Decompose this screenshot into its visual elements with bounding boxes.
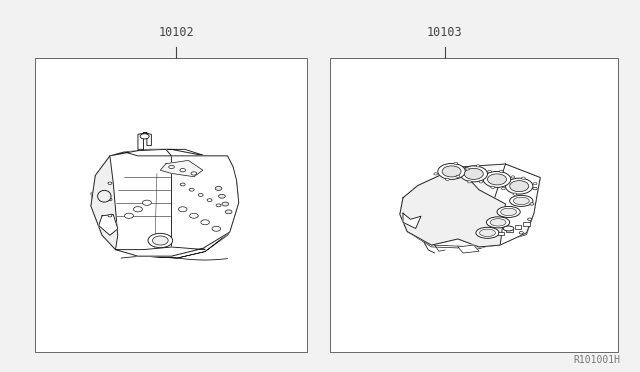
Circle shape [488, 174, 506, 185]
Circle shape [491, 186, 495, 189]
Circle shape [513, 193, 517, 195]
FancyBboxPatch shape [506, 228, 513, 232]
Polygon shape [138, 149, 233, 167]
Circle shape [476, 165, 480, 167]
Circle shape [533, 183, 537, 185]
Circle shape [519, 231, 524, 234]
Circle shape [511, 176, 515, 178]
Polygon shape [418, 164, 540, 204]
Circle shape [456, 175, 460, 177]
Circle shape [216, 204, 221, 207]
Circle shape [207, 199, 212, 202]
Ellipse shape [476, 227, 499, 238]
Ellipse shape [503, 226, 514, 231]
Circle shape [460, 166, 488, 182]
Bar [330, 58, 618, 352]
Text: 10102: 10102 [158, 26, 194, 39]
Ellipse shape [98, 190, 111, 202]
Circle shape [499, 170, 503, 173]
Bar [35, 58, 307, 352]
Circle shape [522, 177, 525, 179]
Ellipse shape [490, 219, 506, 226]
Circle shape [152, 236, 168, 245]
Text: R101001H: R101001H [574, 355, 621, 365]
Circle shape [438, 163, 465, 179]
Circle shape [527, 218, 532, 221]
FancyBboxPatch shape [498, 231, 504, 235]
Circle shape [445, 178, 449, 180]
Ellipse shape [479, 229, 495, 237]
Circle shape [468, 181, 472, 183]
Polygon shape [400, 167, 506, 247]
Circle shape [479, 181, 483, 183]
Circle shape [108, 182, 112, 185]
Circle shape [501, 187, 505, 190]
Polygon shape [400, 164, 540, 247]
Circle shape [464, 169, 483, 179]
Polygon shape [403, 213, 421, 228]
Circle shape [180, 169, 186, 172]
Text: 10103: 10103 [427, 26, 463, 39]
Circle shape [189, 213, 198, 218]
Circle shape [212, 226, 221, 231]
Circle shape [108, 215, 112, 217]
Ellipse shape [500, 208, 516, 216]
Polygon shape [407, 213, 534, 249]
Polygon shape [138, 132, 152, 149]
Circle shape [225, 210, 232, 214]
Ellipse shape [513, 197, 529, 205]
Circle shape [530, 203, 534, 205]
Polygon shape [172, 156, 239, 256]
Circle shape [189, 188, 194, 191]
Circle shape [488, 170, 492, 173]
Polygon shape [118, 232, 230, 258]
Polygon shape [91, 149, 239, 256]
Polygon shape [160, 160, 203, 177]
Circle shape [222, 202, 228, 206]
Polygon shape [110, 149, 172, 156]
Circle shape [143, 200, 151, 205]
Polygon shape [458, 245, 479, 253]
Ellipse shape [486, 217, 509, 228]
Circle shape [108, 198, 112, 201]
Circle shape [179, 207, 187, 212]
Circle shape [148, 233, 173, 248]
Circle shape [198, 193, 203, 196]
Circle shape [124, 213, 134, 218]
Circle shape [140, 134, 149, 139]
Polygon shape [99, 214, 118, 235]
Circle shape [191, 172, 196, 175]
FancyBboxPatch shape [524, 222, 530, 226]
Circle shape [533, 187, 537, 190]
Circle shape [509, 181, 529, 192]
Polygon shape [91, 156, 118, 250]
Circle shape [201, 220, 209, 225]
Circle shape [434, 173, 438, 175]
Polygon shape [116, 247, 205, 256]
Circle shape [134, 206, 143, 212]
Ellipse shape [509, 195, 533, 206]
Circle shape [442, 166, 461, 177]
Circle shape [454, 162, 458, 164]
Circle shape [169, 165, 174, 169]
Circle shape [483, 171, 511, 187]
FancyBboxPatch shape [515, 225, 521, 229]
Polygon shape [479, 164, 540, 247]
Circle shape [219, 194, 225, 198]
Circle shape [215, 186, 222, 190]
Circle shape [506, 178, 533, 194]
Ellipse shape [497, 206, 520, 218]
Circle shape [180, 183, 185, 186]
Circle shape [465, 168, 469, 170]
